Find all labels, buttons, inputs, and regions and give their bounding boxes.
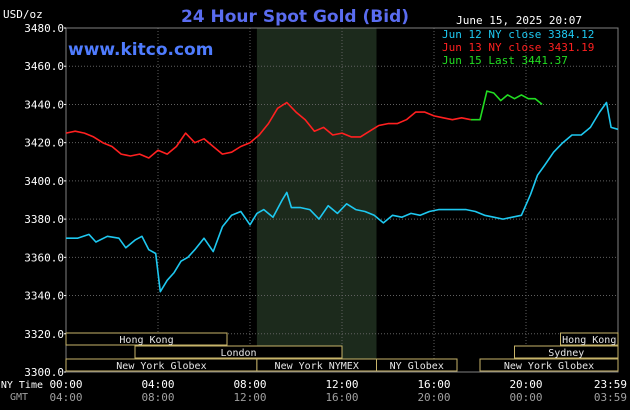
x-tick-label-gmt: 03:59 (594, 391, 627, 404)
timestamp: June 15, 2025 20:07 (456, 14, 582, 27)
y-tick-label: 3480.0 (24, 22, 64, 35)
x-tick-label-ny: 08:00 (233, 378, 266, 391)
session-label: London (220, 348, 256, 359)
x-tick-label-ny: 20:00 (509, 378, 542, 391)
x-tick-label-gmt: 16:00 (325, 391, 358, 404)
legend: Jun 12 NY close 3384.12 Jun 13 NY close … (442, 28, 594, 67)
session-label: Hong Kong (119, 335, 173, 346)
y-tick-label: 3460.0 (24, 60, 64, 73)
website-label: www.kitco.com (68, 40, 213, 60)
session-bar (376, 358, 458, 372)
grid-layer (65, 27, 619, 373)
session-bar (65, 332, 228, 346)
x-tick-label-gmt: 04:00 (49, 391, 82, 404)
y-unit-label: USD/oz (3, 8, 43, 21)
series-line-3 (470, 90, 543, 121)
x-tick-label-ny: 12:00 (325, 378, 358, 391)
y-tick-label: 3320.0 (24, 328, 64, 341)
series-line-1 (66, 101, 619, 293)
legend-series-2: Jun 13 NY close 3431.19 (442, 41, 594, 54)
y-tick-label: 3380.0 (24, 213, 64, 226)
night-shade-layer (256, 28, 377, 372)
x-tick-label-ny: 04:00 (141, 378, 174, 391)
session-bar (514, 345, 619, 359)
session-label: New York NYMEX (275, 361, 359, 372)
legend-series-1: Jun 12 NY close 3384.12 (442, 28, 594, 41)
axis-layer: 3480.0 3460.0 3440.0 3420.0 3400.0 3380.0 3360… (24, 22, 627, 404)
legend-series-3: Jun 15 Last 3441.37 (442, 54, 568, 67)
session-label: NY Globex (390, 361, 444, 372)
y-tick-label: 3360.0 (24, 251, 64, 264)
y-tick-label: 3300.0 (24, 366, 64, 379)
x-tick-label-ny: 16:00 (417, 378, 450, 391)
chart-title: 24 Hour Spot Gold (Bid) (181, 7, 409, 27)
x-row-label-ny: NY Time (1, 380, 43, 391)
session-label: New York Globex (116, 361, 206, 372)
session-label: New York Globex (504, 361, 594, 372)
series-layer (65, 90, 619, 293)
y-tick-label: 3440.0 (24, 98, 64, 111)
x-row-label-gmt: GMT (10, 392, 28, 403)
x-tick-label-ny: 00:00 (49, 378, 82, 391)
x-tick-label-gmt: 20:00 (417, 391, 450, 404)
session-bar (479, 358, 619, 372)
session-bar (560, 332, 619, 346)
x-tick-label-gmt: 00:00 (509, 391, 542, 404)
session-bar (134, 345, 343, 359)
session-layer: Hong Kong London New York Globex New York N… (65, 332, 619, 372)
y-tick-label: 3340.0 (24, 290, 64, 303)
x-tick-label-gmt: 08:00 (141, 391, 174, 404)
x-tick-label-ny: 23:59 (594, 378, 627, 391)
session-label: Hong Kong (562, 335, 616, 346)
plot-border (65, 27, 619, 373)
x-tick-label-gmt: 12:00 (233, 391, 266, 404)
series-line-2 (65, 101, 471, 159)
night-shade (256, 28, 377, 372)
y-tick-label: 3420.0 (24, 137, 64, 150)
session-label: Sydney (548, 348, 584, 359)
y-tick-label: 3400.0 (24, 175, 64, 188)
